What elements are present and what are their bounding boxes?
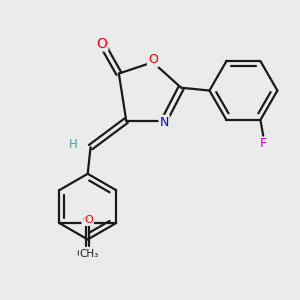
Text: O: O bbox=[82, 215, 91, 225]
Text: CH₃: CH₃ bbox=[80, 249, 99, 259]
Text: CH₃: CH₃ bbox=[77, 249, 96, 259]
Text: O: O bbox=[85, 215, 93, 225]
Text: N: N bbox=[160, 116, 169, 129]
Text: H: H bbox=[69, 138, 78, 152]
Text: F: F bbox=[260, 137, 267, 150]
Text: O: O bbox=[148, 53, 158, 67]
Text: O: O bbox=[96, 37, 107, 50]
